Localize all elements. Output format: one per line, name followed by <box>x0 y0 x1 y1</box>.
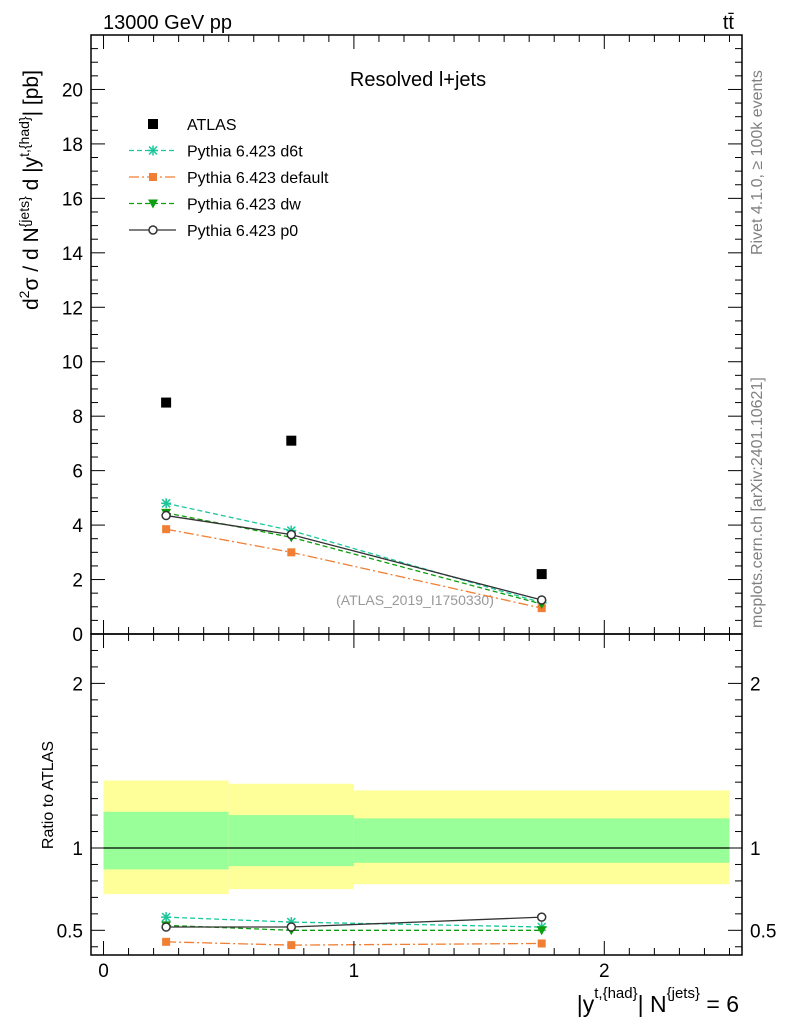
x-axis-label: |yt,{had}| N{jets} = 6 <box>577 985 739 1017</box>
legend-label-1: Pythia 6.423 d6t <box>187 144 303 161</box>
process-label: tt̄ <box>723 12 735 34</box>
ratio-y-tick-label: 2 <box>72 674 83 695</box>
ratio-line-2 <box>166 924 542 931</box>
y-tick-label: 20 <box>62 80 83 101</box>
legend-entry-2: Pythia 6.423 default <box>129 170 329 187</box>
main-y-axis-label: d2σ / d N{jets} d |yt,{had}| [pb] <box>16 70 43 310</box>
svg-text:d2σ / d N{jets} d |yt,{had}| [: d2σ / d N{jets} d |yt,{had}| [pb] <box>16 70 43 310</box>
series-point-1-0 <box>162 525 171 534</box>
series-point-3-0 <box>161 510 171 521</box>
legend-marker-atlas <box>148 119 158 129</box>
ratio-point-1-0 <box>162 937 171 946</box>
ratio-point-2-2 <box>536 926 547 936</box>
ratio-band-inner-2 <box>353 818 730 863</box>
x-tick-label: 2 <box>599 961 610 982</box>
ratio-band-inner-1 <box>228 815 354 867</box>
ratio-band-inner-0 <box>103 811 229 870</box>
energy-label: 13000 GeV pp <box>103 12 232 34</box>
legend-marker-1 <box>148 145 158 156</box>
mcplots-label: mcplots.cern.ch [arXiv:2401.10621] <box>749 377 766 628</box>
series-line-2 <box>165 512 542 605</box>
ratio-point-0-0 <box>161 912 172 923</box>
y-tick-label: 8 <box>72 407 83 428</box>
ratio-y-tick-label: 0.5 <box>57 921 83 942</box>
atlas-point-0 <box>161 397 172 408</box>
legend-entry-4: Pythia 6.423 p0 <box>129 223 298 240</box>
series-point-1-1 <box>287 548 296 557</box>
ratio-y-tick-label-right: 1 <box>750 839 761 860</box>
ratio-y-tick-label: 1 <box>72 839 83 860</box>
x-tick-label: 0 <box>98 961 109 982</box>
series-line-0 <box>165 502 542 604</box>
ratio-point-1-2 <box>537 939 546 948</box>
series-line-3 <box>166 514 542 601</box>
legend-entry-1: Pythia 6.423 d6t <box>129 144 303 161</box>
legend-marker-2 <box>149 173 157 181</box>
legend-label-4: Pythia 6.423 p0 <box>187 223 298 240</box>
legend-label-2: Pythia 6.423 default <box>187 170 329 187</box>
legend-marker-3 <box>148 199 158 209</box>
analysis-watermark: (ATLAS_2019_I1750330) <box>336 592 494 608</box>
legend-entry-0: ATLAS <box>148 117 237 134</box>
y-tick-label: 4 <box>72 516 83 537</box>
svg-text:|yt,{had}| N{jets} = 6: |yt,{had}| N{jets} = 6 <box>577 985 739 1017</box>
y-tick-label: 0 <box>72 625 83 646</box>
ratio-line-3 <box>166 916 542 928</box>
y-tick-label: 16 <box>62 189 83 210</box>
y-tick-label: 6 <box>72 462 83 483</box>
ratio-series-3 <box>161 912 547 932</box>
series-point-3-2 <box>536 595 547 605</box>
chart-title: Resolved l+jets <box>350 69 486 91</box>
ratio-point-3-2 <box>536 912 547 922</box>
legend-label-3: Pythia 6.423 dw <box>187 197 301 214</box>
series-point-3-1 <box>286 529 297 540</box>
ratio-point-3-0 <box>161 922 171 932</box>
ratio-series-1 <box>162 937 546 950</box>
ratio-point-1-1 <box>287 941 296 950</box>
y-tick-label: 14 <box>62 244 84 265</box>
y-tick-label: 12 <box>62 298 83 319</box>
ratio-point-3-1 <box>286 922 297 932</box>
series-3 <box>161 510 547 605</box>
legend: ATLAS Pythia 6.423 d6t Pythia 6.423 defaul… <box>129 117 329 240</box>
ratio-y-tick-label-right: 0.5 <box>750 921 776 942</box>
ratio-series-0 <box>161 912 547 933</box>
ratio-line-0 <box>166 916 542 928</box>
legend-marker-4 <box>148 225 158 235</box>
ratio-ylabel: Ratio to ATLAS <box>40 741 57 849</box>
y-tick-label: 2 <box>72 571 83 592</box>
legend-entry-3: Pythia 6.423 dw <box>129 197 301 214</box>
legend-label-0: ATLAS <box>187 117 237 134</box>
y-tick-label: 10 <box>62 353 83 374</box>
atlas-point-1 <box>286 435 297 446</box>
atlas-point-2 <box>536 569 547 580</box>
rivet-label: Rivet 4.1.0, ≥ 100k events <box>749 70 766 255</box>
ratio-plot-frame <box>90 633 743 956</box>
x-tick-label: 1 <box>349 961 360 982</box>
ratio-y-tick-label-right: 2 <box>750 674 761 695</box>
ratio-line-1 <box>166 941 542 946</box>
series-point-0-0 <box>161 498 172 509</box>
y-tick-label: 18 <box>62 135 83 156</box>
